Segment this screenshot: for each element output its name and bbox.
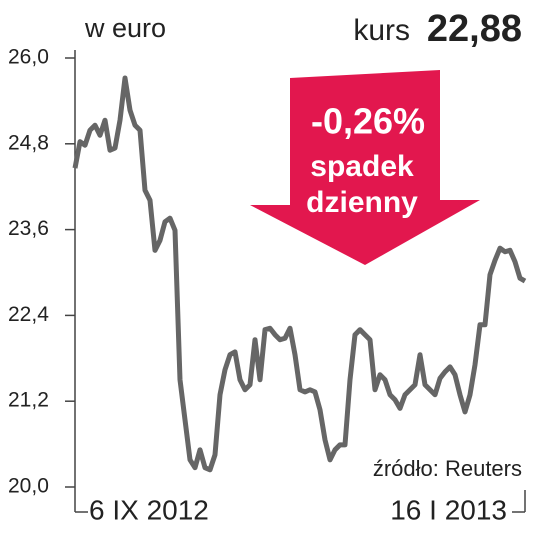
unit-label: w euro <box>84 13 166 43</box>
y-tick-label: 22,4 <box>8 303 49 326</box>
y-tick-label: 21,2 <box>8 389 49 412</box>
price-label: kurs <box>353 14 410 47</box>
change-text: spadek <box>310 150 414 183</box>
change-arrow <box>250 70 480 265</box>
y-tick-label: 23,6 <box>8 217 49 240</box>
price: 22,88 <box>427 8 522 50</box>
change-text: dzienny <box>306 186 418 219</box>
y-tick-label: 20,0 <box>8 475 49 498</box>
price-line <box>72 75 527 473</box>
change: -0,26% <box>311 101 425 142</box>
x-tick-label: 6 IX 2012 <box>89 494 209 525</box>
y-tick-label: 26,0 <box>8 46 49 69</box>
source: źródło: Reuters <box>373 456 522 481</box>
x-tick-label: 16 I 2013 <box>390 494 507 525</box>
y-tick-label: 24,8 <box>8 131 49 154</box>
